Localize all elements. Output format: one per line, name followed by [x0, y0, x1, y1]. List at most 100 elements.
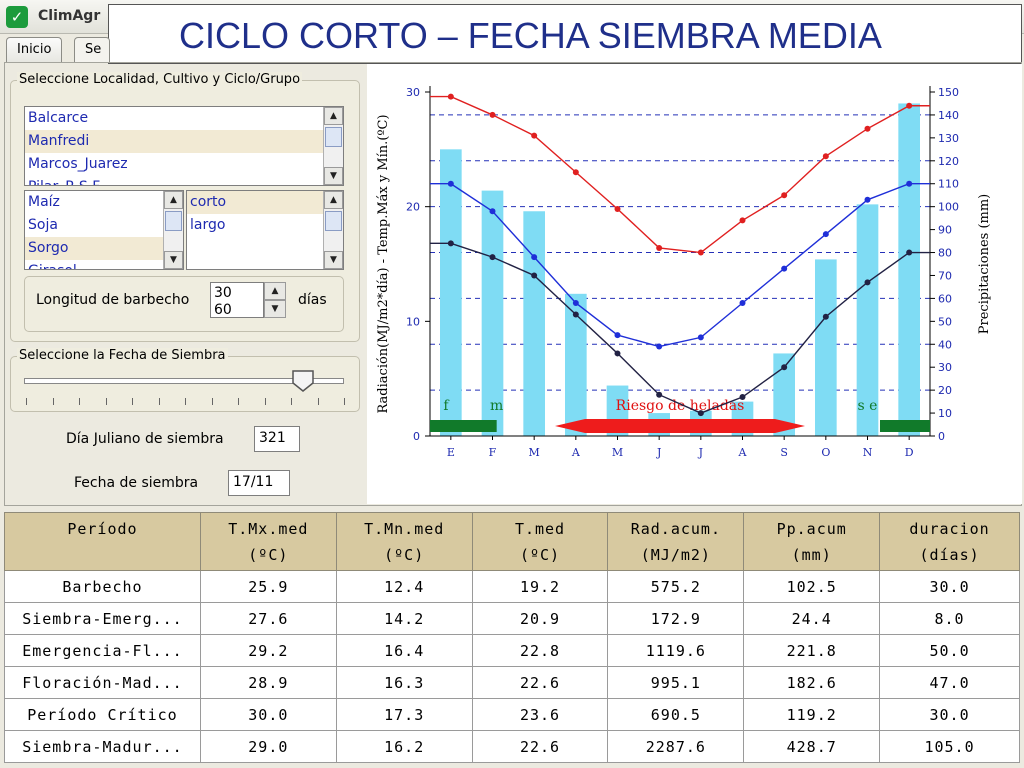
table-header-cell[interactable]: Período	[4, 512, 201, 571]
localidad-item[interactable]: Marcos_Juarez	[28, 156, 128, 172]
table-row[interactable]: Período Crítico 30.0 17.3 23.6 690.5 119.2 30.…	[4, 698, 1020, 731]
y-tick-label: 0	[413, 430, 420, 443]
header-line: duracion	[909, 519, 990, 538]
series-line	[430, 183, 930, 348]
table-header-cell[interactable]: Pp.acum (mm)	[743, 512, 881, 571]
ciclo-listbox[interactable]: corto largo ▲ ▼	[186, 190, 344, 270]
x-tick-label: A	[738, 446, 748, 459]
header-line: Pp.acum	[776, 519, 847, 538]
localidad-item[interactable]: Manfredi	[25, 130, 343, 153]
chart-annotation: Riesgo de heladas	[616, 398, 745, 414]
localidad-item[interactable]: Pilar_R.S.F.	[25, 176, 343, 185]
slider-tick	[291, 398, 292, 405]
y2-tick-label: 60	[938, 292, 952, 305]
table-row[interactable]: Siembra-Emerg... 27.6 14.2 20.9 172.9 24.4 8.0	[4, 602, 1020, 635]
fecha-siembra-field[interactable]: 17/11	[228, 470, 290, 496]
table-header-cell[interactable]: T.Mn.med (ºC)	[335, 512, 473, 571]
cultivo-item[interactable]: Soja	[28, 217, 58, 233]
value-cell: 428.7	[743, 730, 881, 763]
table-header-cell[interactable]: T.Mx.med (ºC)	[199, 512, 337, 571]
scroll-up-icon[interactable]: ▲	[324, 191, 343, 209]
y2-tick-label: 0	[938, 430, 945, 443]
value-cell: 22.6	[471, 730, 609, 763]
scroll-down-icon[interactable]: ▼	[164, 251, 183, 269]
table-row[interactable]: Barbecho 25.9 12.4 19.2 575.2 102.5 30.0	[4, 570, 1020, 603]
value-cell: 221.8	[743, 634, 881, 667]
tab-seleccion[interactable]: Se	[74, 37, 110, 62]
barbecho-label: Longitud de barbecho	[36, 292, 190, 308]
value-cell: 105.0	[879, 730, 1020, 763]
value-cell: 182.6	[743, 666, 881, 699]
slider-tick	[185, 398, 186, 405]
table-header-cell[interactable]: duracion (días)	[879, 512, 1020, 571]
table-row[interactable]: Floración-Mad... 28.9 16.3 22.6 995.1 182.6 47…	[4, 666, 1020, 699]
x-tick-label: F	[489, 446, 497, 459]
barbecho-box	[24, 276, 344, 332]
scroll-down-icon[interactable]: ▼	[324, 251, 343, 269]
table-header-cell[interactable]: T.med (ºC)	[471, 512, 609, 571]
value-cell: 23.6	[471, 698, 609, 731]
spinner-down-icon[interactable]: ▼	[264, 300, 286, 318]
value-cell: 20.9	[471, 602, 609, 635]
y2-tick-label: 140	[938, 109, 959, 122]
table-row[interactable]: Siembra-Madur... 29.0 16.2 22.6 2287.6 428.7 1…	[4, 730, 1020, 763]
ciclo-item[interactable]: largo	[190, 217, 226, 233]
y2-tick-label: 150	[938, 86, 959, 99]
value-cell: 12.4	[335, 570, 473, 603]
series-point	[614, 332, 621, 339]
scroll-thumb[interactable]	[325, 211, 342, 231]
table-header-cell[interactable]: Rad.acum. (MJ/m2)	[607, 512, 745, 571]
scroll-up-icon[interactable]: ▲	[164, 191, 183, 209]
scroll-down-icon[interactable]: ▼	[324, 167, 343, 185]
y2-tick-label: 100	[938, 201, 959, 214]
spinner-up-icon[interactable]: ▲	[264, 282, 286, 300]
ciclo-scrollbar[interactable]: ▲ ▼	[323, 191, 343, 269]
header-unit	[6, 542, 199, 568]
cultivo-listbox[interactable]: Maíz Soja SorgoGirasol ▲ ▼	[24, 190, 184, 270]
series-point	[531, 254, 538, 261]
localidad-listbox[interactable]: Balcarce Manfredi Marcos_Juarez Pilar_R.S.F…	[24, 106, 344, 186]
chart-annotation: m	[490, 398, 503, 414]
scroll-thumb[interactable]	[325, 127, 342, 147]
tab-inicio[interactable]: Inicio	[6, 37, 63, 62]
x-tick-label: S	[780, 446, 788, 459]
dia-juliano-field[interactable]: 321	[254, 426, 300, 452]
series-point	[781, 192, 788, 199]
series-point	[739, 299, 746, 306]
header-unit: (días)	[919, 545, 980, 564]
cultivo-item[interactable]: Sorgo	[25, 237, 183, 260]
header-unit: (ºC)	[384, 545, 425, 564]
value-cell: 29.0	[199, 730, 337, 763]
table-header-row: Período T.Mx.med (ºC) T.Mn.med (ºC) T.med (ºC…	[4, 512, 1020, 571]
scroll-thumb[interactable]	[165, 211, 182, 231]
value-cell: 22.8	[471, 634, 609, 667]
cultivo-item[interactable]: Maíz	[28, 194, 60, 210]
cultivo-scrollbar[interactable]: ▲ ▼	[163, 191, 183, 269]
localidad-item[interactable]: Balcarce	[28, 110, 89, 126]
period-cell: Floración-Mad...	[4, 666, 201, 699]
header-line: T.Mx.med	[228, 519, 309, 538]
ciclo-item[interactable]: corto	[187, 191, 343, 214]
precip-bar	[856, 204, 879, 436]
barbecho-spinner[interactable]: 30 60	[210, 282, 264, 318]
scroll-up-icon[interactable]: ▲	[324, 107, 343, 125]
value-cell: 172.9	[607, 602, 745, 635]
series-point	[447, 93, 454, 100]
sowing-slider-thumb[interactable]	[292, 370, 314, 392]
period-cell: Barbecho	[4, 570, 201, 603]
value-cell: 25.9	[199, 570, 337, 603]
x-tick-label: N	[863, 446, 873, 459]
app-name: ClimAgr	[38, 8, 101, 24]
header-unit: (mm)	[791, 545, 832, 564]
precip-bar	[565, 293, 587, 436]
cultivo-item[interactable]: Girasol	[25, 260, 183, 269]
series-point	[572, 299, 579, 306]
localidad-scrollbar[interactable]: ▲ ▼	[323, 107, 343, 185]
series-point	[864, 196, 871, 203]
precip-bar	[815, 259, 837, 436]
table-row[interactable]: Emergencia-Fl... 29.2 16.4 22.8 1119.6 221.8 5…	[4, 634, 1020, 667]
sowing-slider-track[interactable]	[24, 378, 344, 384]
series-point	[781, 265, 788, 272]
value-cell: 27.6	[199, 602, 337, 635]
series-point	[697, 334, 704, 341]
